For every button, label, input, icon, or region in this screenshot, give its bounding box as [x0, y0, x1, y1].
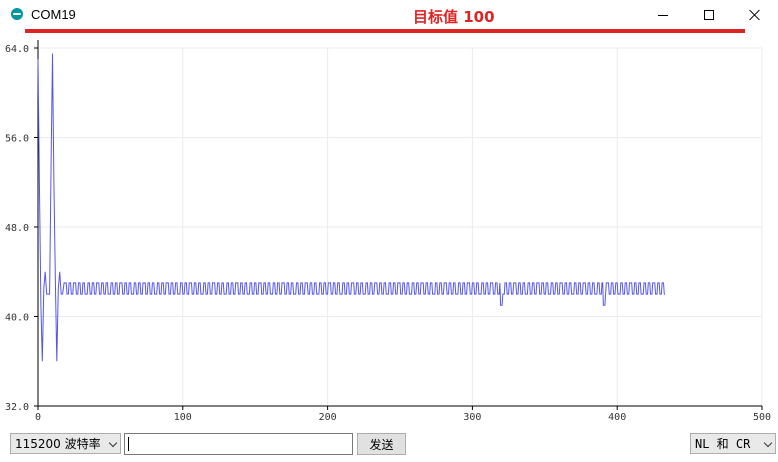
line-ending-value: NL 和 CR	[695, 437, 751, 451]
minimize-button[interactable]	[640, 0, 686, 30]
minimize-icon	[658, 14, 668, 16]
y-tick-label: 56.0	[5, 134, 29, 145]
annotation-underline	[25, 29, 745, 33]
baud-rate-value: 115200 波特率	[15, 437, 101, 451]
serial-plotter-chart: 64.0 56.0 48.0 40.0 32.0 0 100 200 300 400 500	[5, 40, 771, 420]
window-title: COM19	[31, 7, 76, 22]
chevron-down-icon	[763, 438, 773, 448]
y-tick-label: 48.0	[5, 223, 29, 234]
target-value-annotation: 目标值 100	[413, 8, 495, 26]
baud-rate-select[interactable]: 115200 波特率	[10, 433, 121, 454]
x-tick-label: 0	[35, 412, 41, 420]
send-button[interactable]: 发送	[357, 433, 406, 455]
line-ending-select[interactable]: NL 和 CR	[690, 433, 776, 454]
title-bar: COM19 目标值 100	[0, 0, 778, 33]
y-tick-label: 32.0	[5, 402, 29, 413]
maximize-button[interactable]	[686, 0, 732, 30]
x-tick-label: 100	[174, 412, 192, 420]
send-input[interactable]	[124, 433, 353, 455]
data-series-line	[37, 53, 665, 362]
x-tick-label: 300	[463, 412, 481, 420]
y-tick-label: 64.0	[5, 44, 29, 55]
close-icon	[749, 9, 761, 21]
bottom-toolbar: 115200 波特率 发送 NL 和 CR	[0, 431, 778, 462]
x-tick-label: 400	[608, 412, 626, 420]
y-tick-label: 40.0	[5, 313, 29, 324]
text-cursor	[128, 437, 129, 451]
arduino-app-icon	[11, 8, 23, 20]
maximize-icon	[704, 10, 714, 20]
close-button[interactable]	[732, 0, 778, 30]
chevron-down-icon	[108, 438, 118, 448]
x-tick-label: 200	[319, 412, 337, 420]
x-tick-label: 500	[753, 412, 771, 420]
